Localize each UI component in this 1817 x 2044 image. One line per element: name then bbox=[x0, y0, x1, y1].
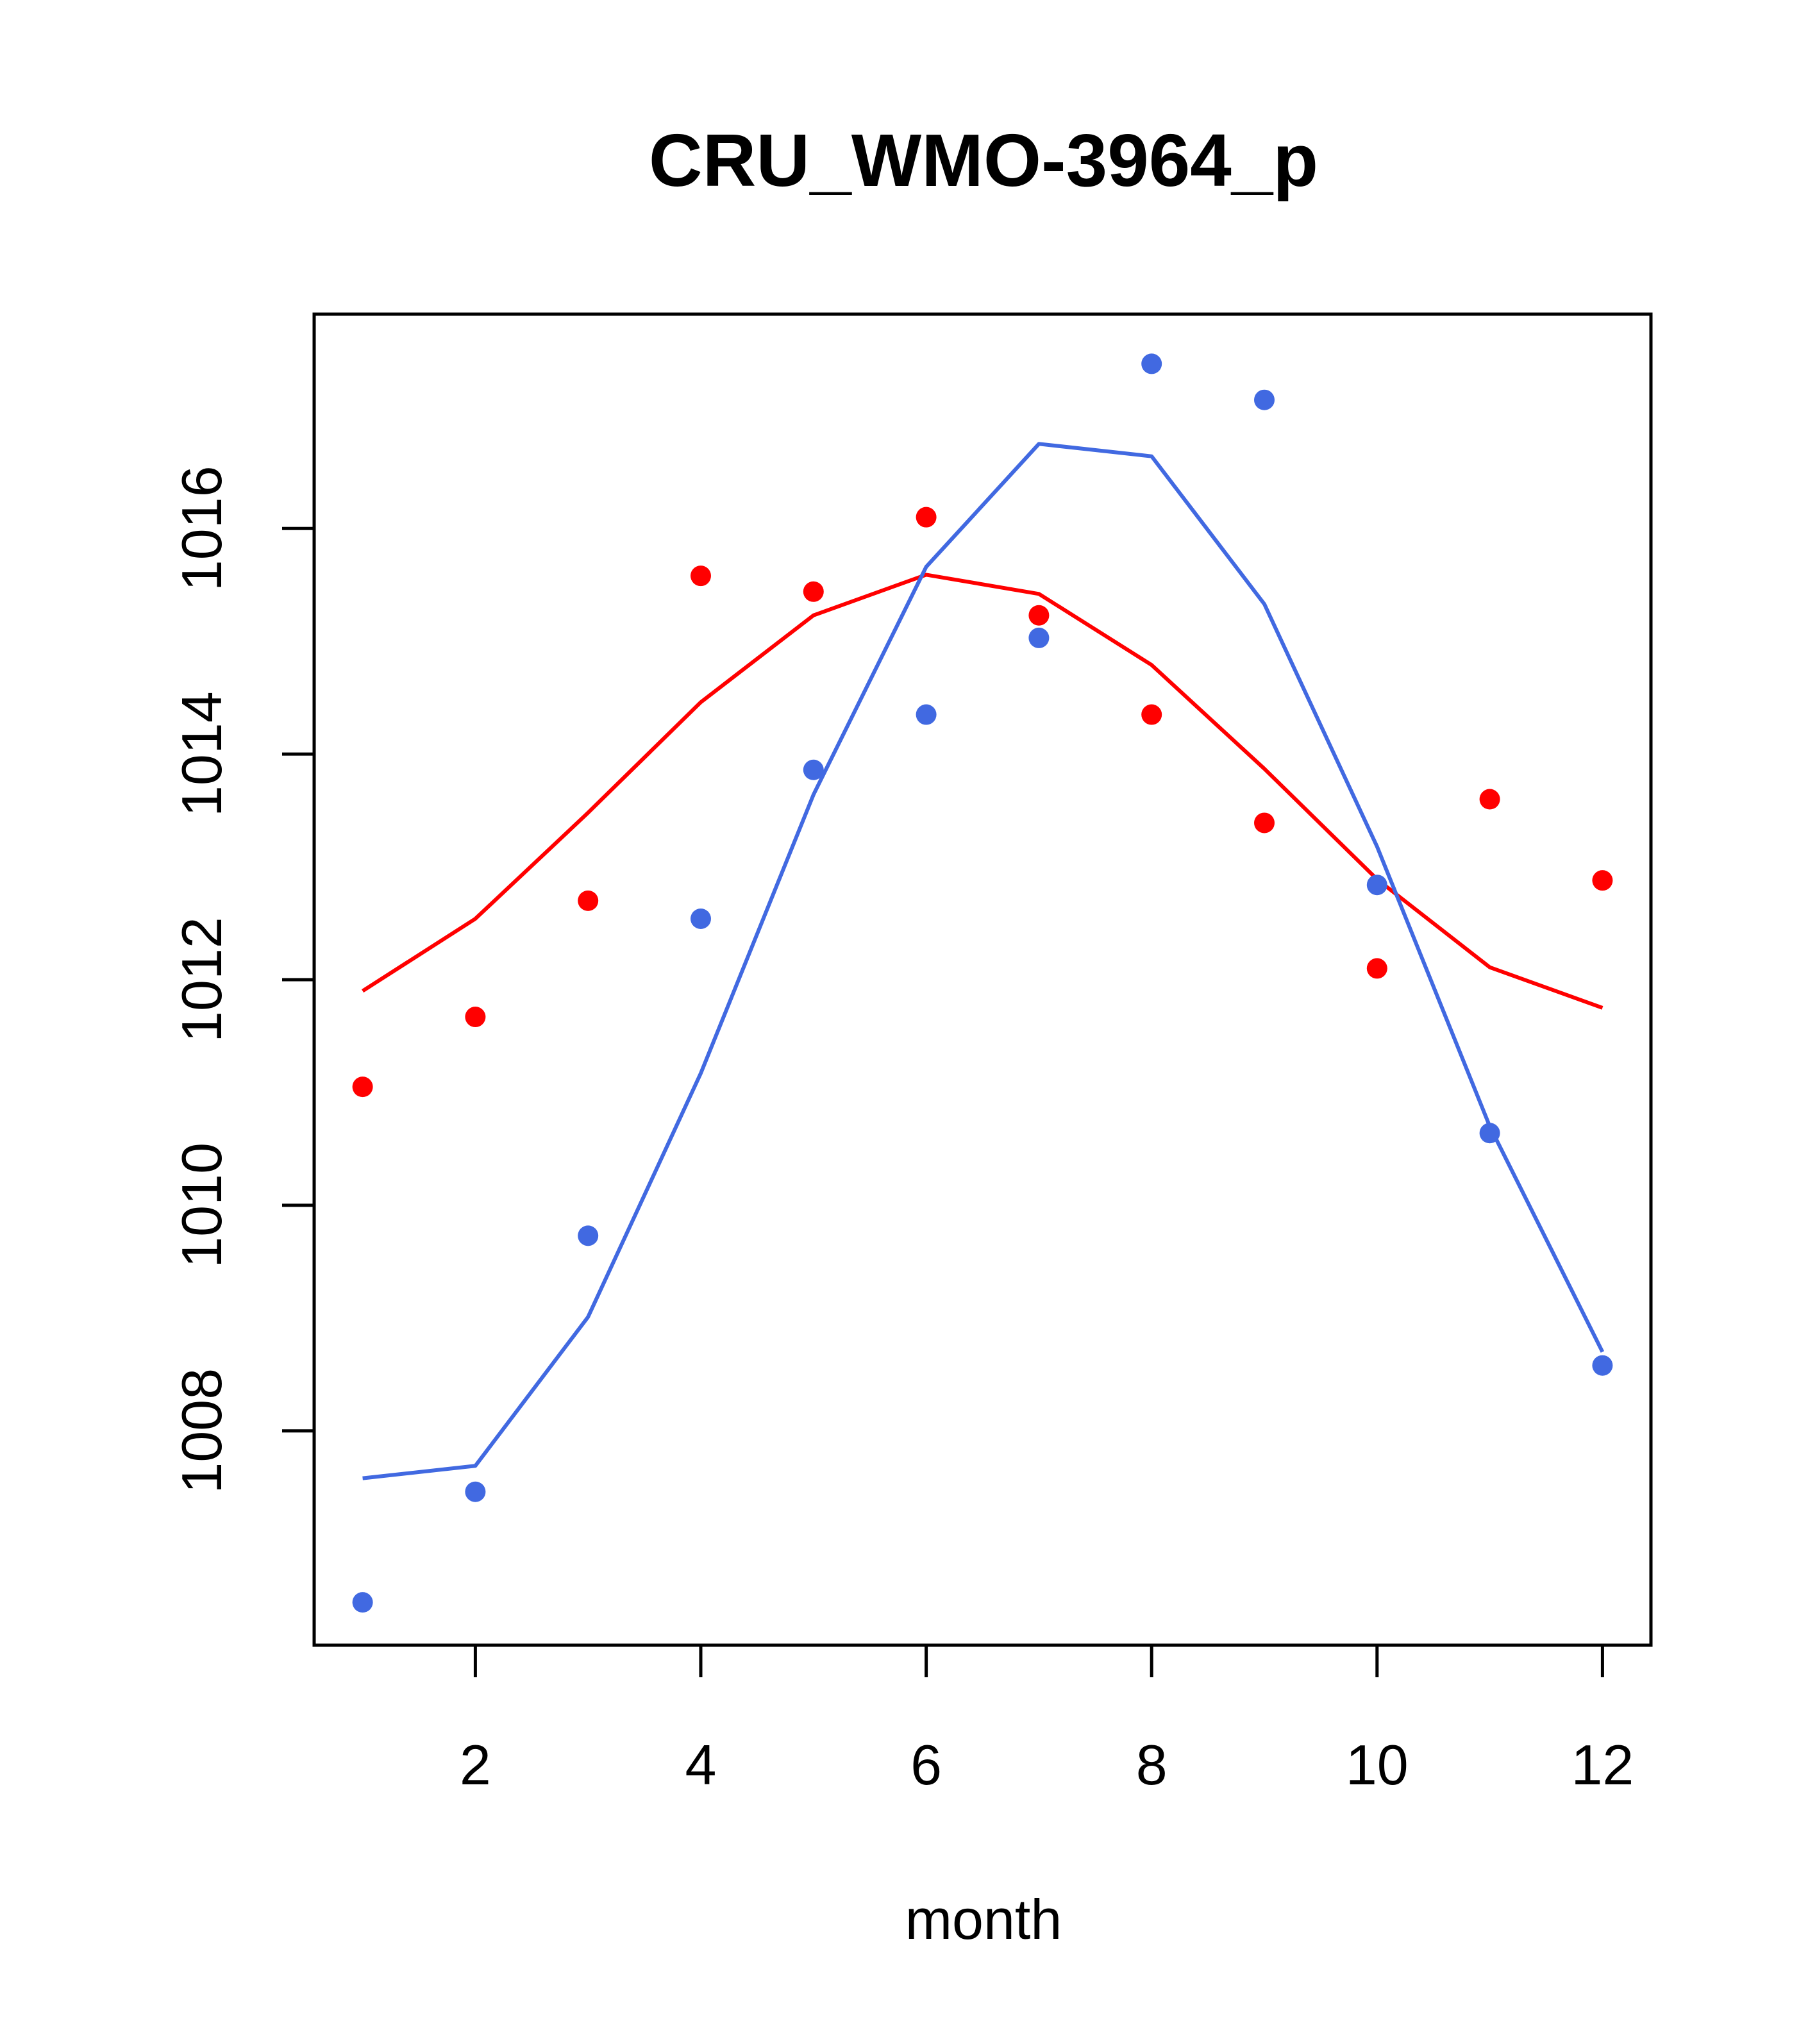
data-point-red-points-2 bbox=[465, 1007, 486, 1028]
data-point-blue-points-5 bbox=[803, 759, 824, 780]
data-point-blue-points-6 bbox=[916, 704, 937, 725]
data-point-red-points-3 bbox=[578, 890, 599, 911]
data-point-blue-points-9 bbox=[1254, 389, 1275, 410]
data-point-red-points-10 bbox=[1366, 958, 1387, 979]
y-tick-label-1014: 1014 bbox=[170, 691, 233, 817]
data-point-blue-points-12 bbox=[1592, 1355, 1613, 1376]
chart-title: CRU_WMO-3964_p bbox=[649, 119, 1318, 202]
y-tick-label-1016: 1016 bbox=[170, 465, 233, 591]
x-axis-label: month bbox=[905, 1888, 1062, 1951]
series-lines bbox=[361, 442, 1605, 1480]
y-tick-label-1010: 1010 bbox=[170, 1143, 233, 1268]
x-axis: 2 4 6 8 10 12 bbox=[460, 1645, 1634, 1797]
data-point-red-points-11 bbox=[1479, 789, 1500, 810]
series-line-blue-fit bbox=[362, 442, 1605, 1480]
data-point-blue-points-8 bbox=[1141, 353, 1162, 374]
data-point-blue-points-4 bbox=[690, 908, 711, 929]
y-tick-label-1008: 1008 bbox=[170, 1368, 233, 1494]
data-point-blue-points-10 bbox=[1366, 875, 1387, 896]
data-point-red-points-5 bbox=[803, 581, 824, 602]
x-tick-label-10: 10 bbox=[1346, 1733, 1409, 1797]
data-point-red-points-12 bbox=[1592, 870, 1613, 891]
data-point-red-points-6 bbox=[916, 507, 937, 528]
data-point-blue-points-7 bbox=[1028, 627, 1050, 648]
data-point-blue-points-3 bbox=[578, 1225, 599, 1246]
y-tick-label-1012: 1012 bbox=[170, 917, 233, 1043]
data-point-red-points-8 bbox=[1141, 704, 1162, 725]
data-point-blue-points-2 bbox=[465, 1481, 486, 1502]
data-point-red-points-7 bbox=[1028, 605, 1050, 626]
data-point-red-points-1 bbox=[352, 1076, 373, 1098]
x-tick-label-2: 2 bbox=[460, 1733, 491, 1797]
series-points bbox=[352, 353, 1613, 1613]
x-tick-label-6: 6 bbox=[910, 1733, 942, 1797]
data-point-red-points-9 bbox=[1254, 812, 1275, 834]
data-point-blue-points-1 bbox=[352, 1592, 373, 1613]
plot-frame bbox=[312, 312, 1653, 1647]
x-tick-label-12: 12 bbox=[1571, 1733, 1634, 1797]
y-axis: 1008 1010 1012 1014 1016 bbox=[170, 465, 314, 1494]
data-point-red-points-4 bbox=[690, 565, 711, 587]
x-tick-label-4: 4 bbox=[685, 1733, 717, 1797]
data-point-blue-points-11 bbox=[1479, 1123, 1500, 1144]
x-tick-label-8: 8 bbox=[1136, 1733, 1168, 1797]
